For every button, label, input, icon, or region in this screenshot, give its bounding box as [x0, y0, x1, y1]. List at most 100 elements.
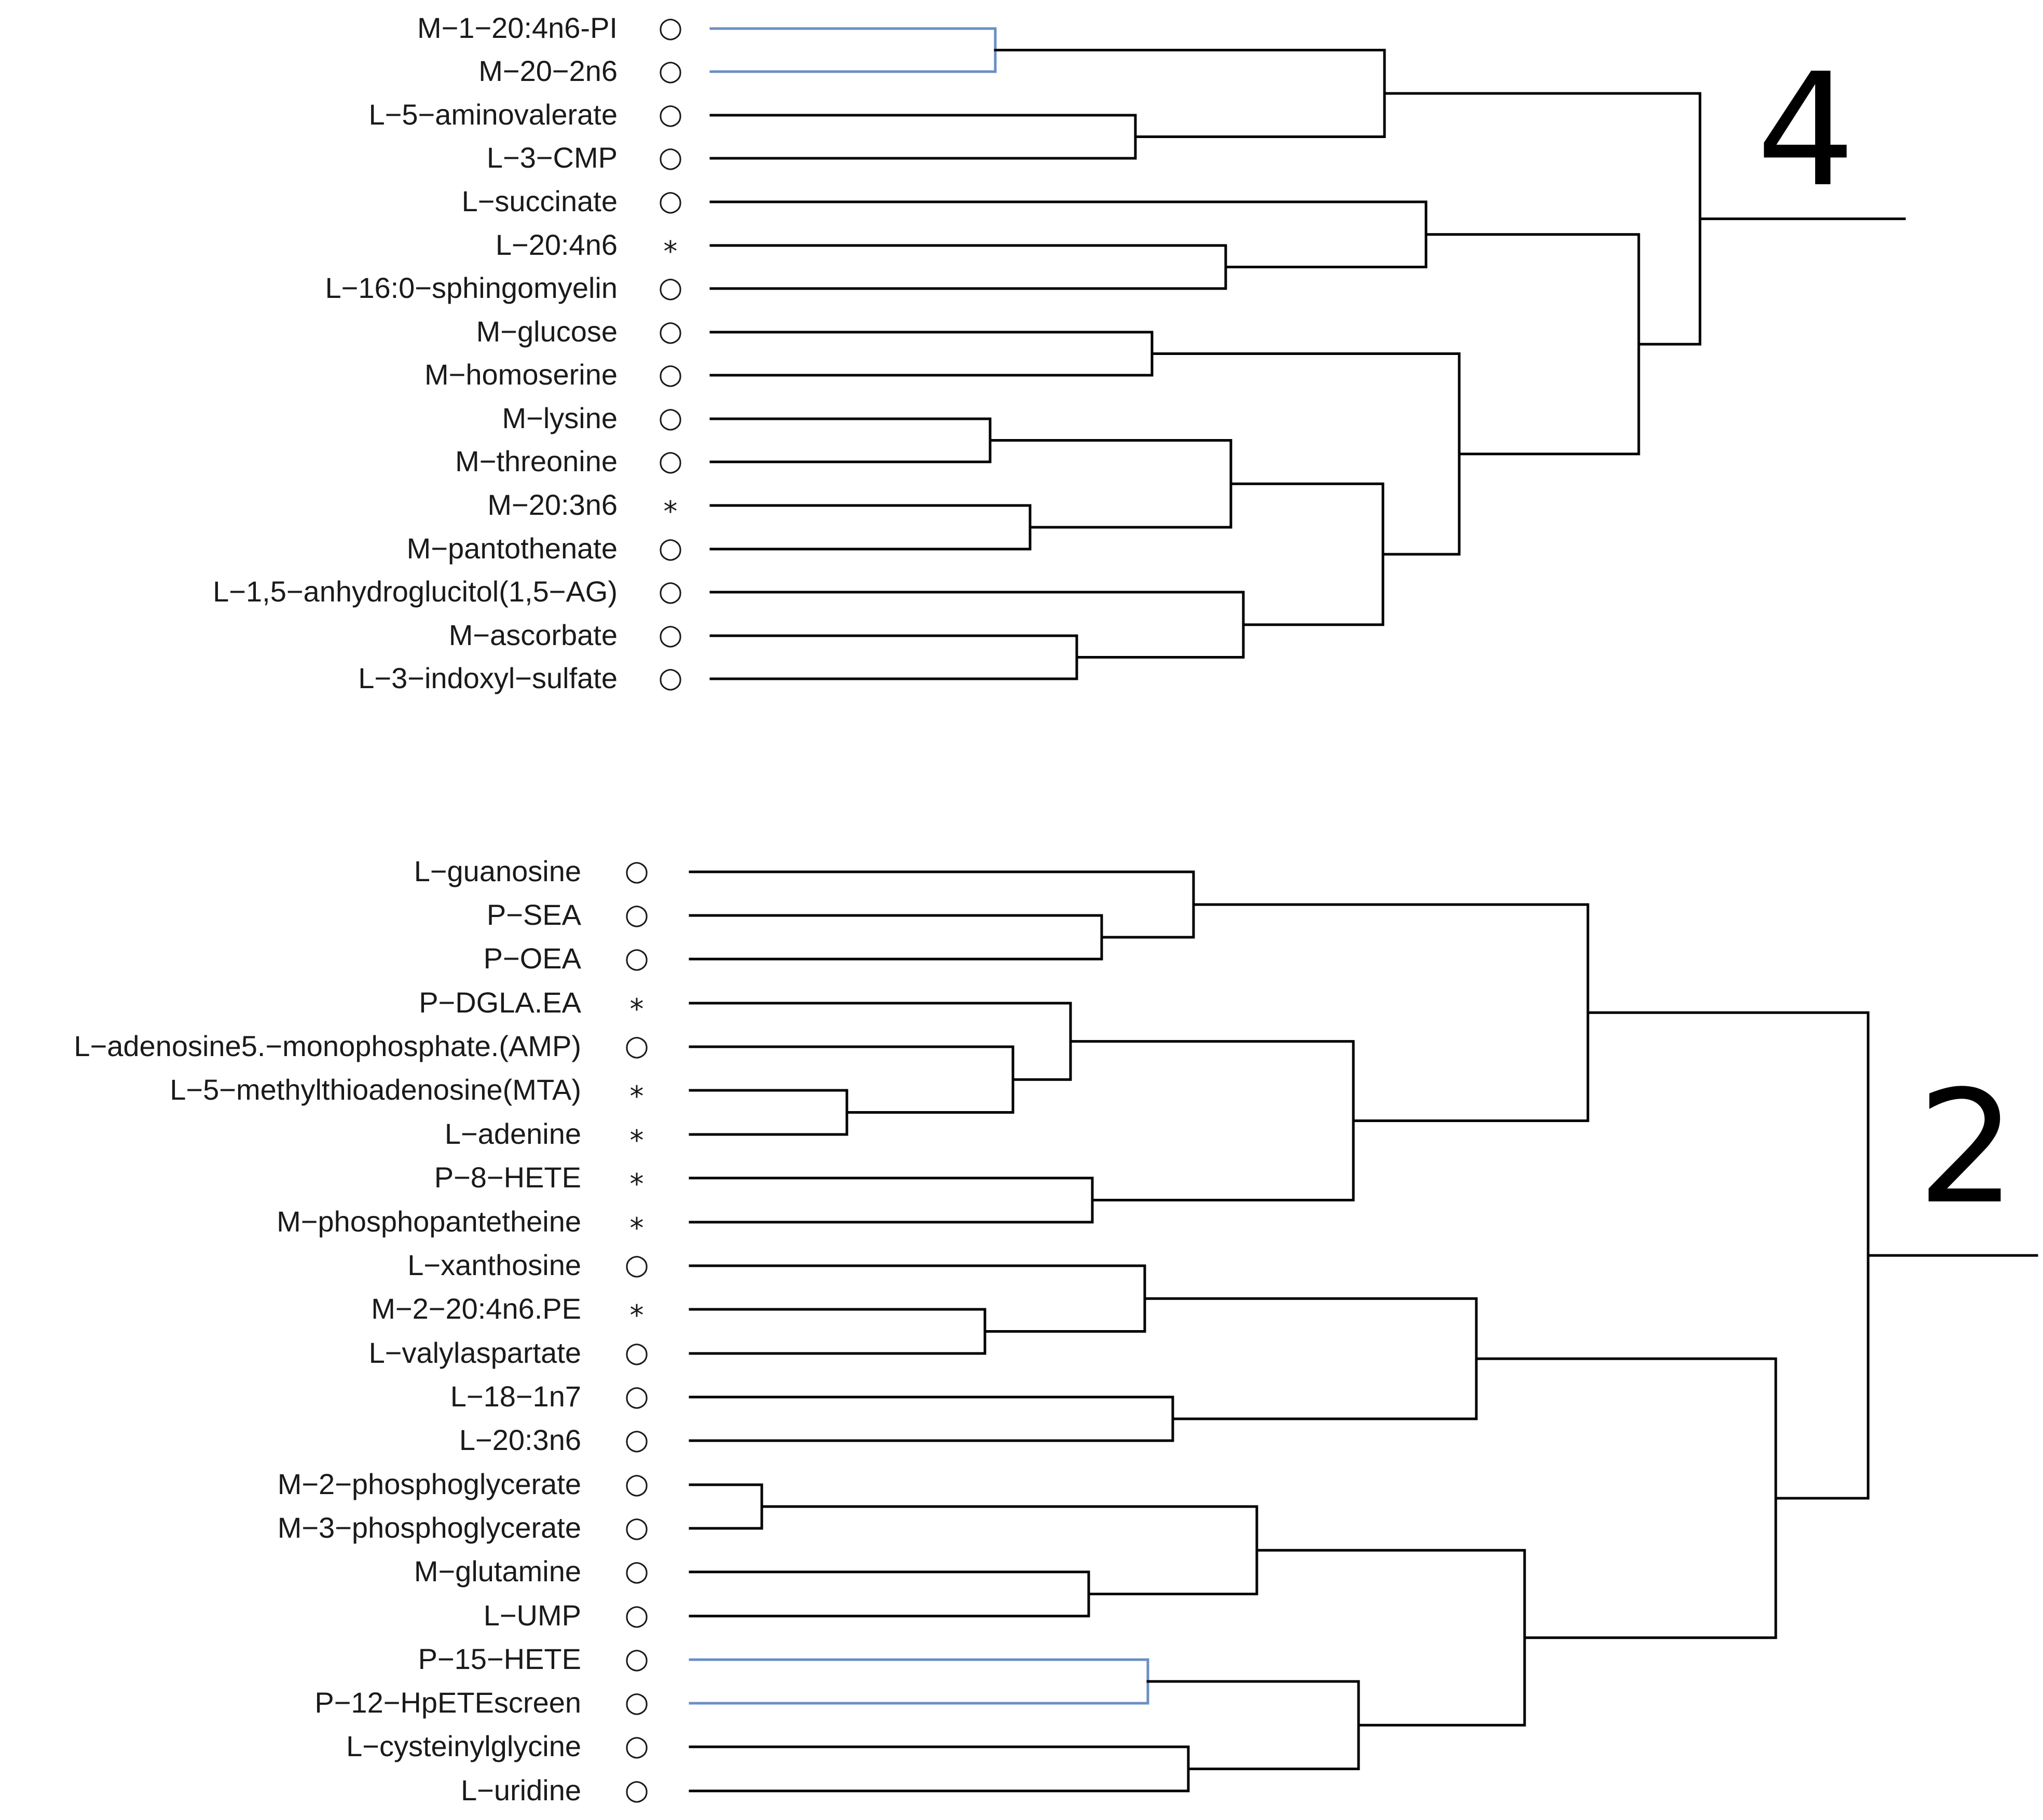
dendrogram-branch — [709, 417, 992, 463]
nonsignificant-circle: ○ — [624, 1598, 649, 1631]
leaf-label: L−valylaspartate — [369, 1336, 581, 1369]
dendrogram-branch — [1150, 352, 1461, 556]
dendrogram-branch — [709, 331, 1154, 377]
leaf-label: L−adenosine5.−monophosphate.(AMP) — [74, 1030, 581, 1062]
nonsignificant-circle: ○ — [624, 1686, 649, 1718]
dendrogram-branch — [689, 1745, 1190, 1792]
significance-asterisk: * — [630, 993, 644, 1025]
leaf-label: M−20:3n6 — [487, 488, 618, 521]
significance-asterisk: * — [630, 1212, 644, 1244]
significance-asterisk: * — [664, 235, 678, 268]
dendrogram-branch — [689, 870, 1195, 939]
dendrogram-branch — [689, 1395, 1174, 1442]
dendrogram-branch — [1586, 1011, 1870, 1500]
dendrogram-branch — [989, 439, 1232, 529]
leaf-label: P−DGLA.EA — [419, 986, 581, 1019]
leaf-label: M−glucose — [476, 315, 618, 348]
nonsignificant-circle: ○ — [658, 98, 682, 130]
leaf-label: M−20−2n6 — [478, 54, 618, 87]
leaf-label: P−15−HETE — [418, 1643, 581, 1675]
dendrogram-branch — [1383, 92, 1702, 346]
leaf-label: L−adenine — [445, 1117, 581, 1150]
dendrogram-branch — [689, 1570, 1090, 1618]
leaf-label: L−cysteinylglycine — [346, 1730, 581, 1762]
cluster-number-top: 4 — [1757, 40, 1856, 221]
leaf-label: M−pantothenate — [407, 532, 618, 565]
dendrogram-branch — [689, 1308, 986, 1355]
significance-asterisk: * — [630, 1124, 644, 1157]
leaf-label: M−3−phosphoglycerate — [278, 1511, 581, 1544]
leaf-label: P−OEA — [484, 942, 582, 975]
leaf-label: M−phosphopantetheine — [277, 1205, 581, 1238]
nonsignificant-circle: ○ — [624, 1336, 649, 1369]
significance-asterisk: * — [664, 495, 678, 528]
nonsignificant-circle: ○ — [658, 184, 682, 217]
nonsignificant-circle: ○ — [624, 1642, 649, 1675]
leaf-label: M−1−20:4n6-PI — [417, 11, 618, 44]
nonsignificant-circle: ○ — [658, 141, 682, 173]
dendrogram-branch — [689, 914, 1103, 961]
leaf-label: M−ascorbate — [449, 619, 618, 651]
nonsignificant-circle: ○ — [624, 1554, 649, 1587]
leaf-label: M−glutamine — [414, 1555, 581, 1588]
leaf-label: P−12−HpETEscreen — [314, 1686, 581, 1719]
dendrogram-branch — [689, 1176, 1094, 1224]
nonsignificant-circle: ○ — [624, 1029, 649, 1062]
dendrogram-branch — [709, 634, 1078, 680]
nonsignificant-circle: ○ — [624, 1467, 649, 1500]
dendrogram-branch — [1255, 1549, 1526, 1727]
leaf-label: L−18−1n7 — [450, 1380, 581, 1413]
dendrogram-edges — [689, 27, 2038, 1792]
dendrogram-branch — [689, 1045, 1014, 1114]
nonsignificant-circle: ○ — [658, 358, 682, 390]
leaf-label: L−5−methylthioadenosine(MTA) — [170, 1073, 581, 1106]
nonsignificant-circle: ○ — [624, 1773, 649, 1806]
nonsignificant-circle: ○ — [658, 271, 682, 304]
leaf-label: M−2−phosphoglycerate — [278, 1468, 581, 1500]
nonsignificant-circle: ○ — [624, 1729, 649, 1762]
nonsignificant-circle: ○ — [658, 11, 682, 44]
nonsignificant-circle: ○ — [624, 1379, 649, 1412]
dendrogram-branch — [709, 27, 997, 73]
nonsignificant-circle: ○ — [658, 314, 682, 347]
leaf-label: M−2−20:4n6.PE — [371, 1292, 581, 1325]
dendrogram-branch — [1192, 903, 1589, 1123]
nonsignificant-circle: ○ — [658, 574, 682, 607]
dendrogram-branch — [760, 1505, 1258, 1595]
nonsignificant-circle: ○ — [658, 401, 682, 434]
leaf-label: P−SEA — [487, 898, 582, 931]
leaf-label: L−uridine — [461, 1774, 581, 1807]
nonsignificant-circle: ○ — [658, 444, 682, 477]
leaf-markers: ○○○○○*○○○○○*○○○○○○○*○****○*○○○○○○○○○○○ — [624, 11, 682, 1806]
dendrogram-branch — [709, 244, 1227, 290]
leaf-label: L−xanthosine — [407, 1249, 581, 1281]
dendrogram-branch — [689, 1264, 1146, 1333]
significance-asterisk: * — [630, 1080, 644, 1113]
dendrogram-branch — [709, 591, 1245, 659]
dendrogram-branch — [994, 49, 1386, 138]
leaf-label: L−guanosine — [414, 855, 581, 887]
leaf-label: L−3−CMP — [487, 141, 618, 174]
leaf-label: M−lysine — [502, 402, 618, 434]
nonsignificant-circle: ○ — [624, 898, 649, 930]
leaf-label: M−threonine — [455, 445, 618, 477]
significance-asterisk: * — [630, 1168, 644, 1200]
dendrogram-branch — [689, 1089, 848, 1136]
nonsignificant-circle: ○ — [658, 661, 682, 694]
dendrogram-branch — [1229, 482, 1384, 626]
dendrogram-branch — [1069, 1040, 1355, 1201]
leaf-label: L−16:0−sphingomyelin — [325, 271, 618, 304]
dendrogram-branch — [1143, 1297, 1478, 1420]
dendrogram-branch — [1475, 1357, 1777, 1639]
dendrogram-branch — [709, 114, 1137, 160]
dendrogram-branch — [709, 200, 1428, 268]
leaf-label: P−8−HETE — [434, 1161, 581, 1194]
nonsignificant-circle: ○ — [658, 618, 682, 651]
nonsignificant-circle: ○ — [624, 1423, 649, 1456]
leaf-label: L−20:3n6 — [459, 1424, 581, 1456]
significance-asterisk: * — [630, 1299, 644, 1332]
nonsignificant-circle: ○ — [624, 1511, 649, 1543]
leaf-label: L−3−indoxyl−sulfate — [358, 662, 618, 694]
